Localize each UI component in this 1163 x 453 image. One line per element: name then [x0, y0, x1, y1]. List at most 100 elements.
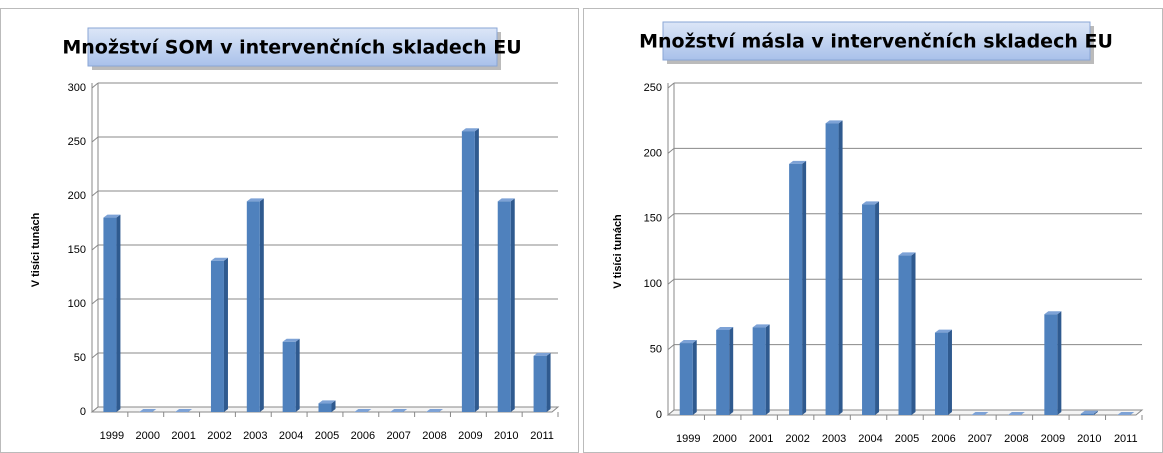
- x-tick-label: 2000: [712, 433, 736, 445]
- bar-side: [1057, 311, 1062, 415]
- x-tick-label: 2000: [136, 430, 160, 442]
- bar: [318, 403, 332, 412]
- y-tick-label: 200: [68, 190, 86, 202]
- grid-line: [91, 82, 99, 89]
- bar-side: [692, 340, 697, 415]
- bar-side: [116, 214, 121, 412]
- bar: [898, 255, 912, 415]
- bar-side: [1093, 410, 1098, 415]
- x-tick-label: 2007: [968, 433, 992, 445]
- bar-side: [838, 120, 843, 415]
- bar-top: [354, 409, 372, 412]
- bar: [246, 201, 260, 412]
- x-tick-label: 2010: [494, 430, 518, 442]
- x-tick-label: 2004: [279, 430, 303, 442]
- y-tick-label: 150: [68, 244, 86, 256]
- bar-side: [474, 128, 479, 412]
- bar-top: [1007, 412, 1025, 415]
- bar-top: [789, 160, 807, 164]
- bar-side: [510, 198, 515, 412]
- bar-top: [679, 340, 697, 344]
- x-tick-label: 2005: [315, 430, 339, 442]
- y-tick-label: 50: [650, 344, 662, 356]
- bar-top: [103, 214, 121, 218]
- grid-line: [91, 298, 99, 305]
- bar-top: [716, 326, 734, 330]
- bar: [825, 123, 839, 415]
- x-tick-label: 2002: [207, 430, 231, 442]
- chart-title: Množství SOM v intervenčních skladech EU: [62, 37, 521, 59]
- bar-top: [971, 412, 989, 415]
- bar-side: [765, 324, 770, 415]
- x-tick-label: 2002: [785, 433, 809, 445]
- bar-side: [259, 198, 264, 412]
- bar-top: [246, 198, 264, 202]
- grid-line: [91, 190, 99, 197]
- x-tick-label: 2005: [895, 433, 919, 445]
- y-tick-label: 100: [68, 298, 86, 310]
- bar-top: [426, 409, 444, 412]
- grid-line: [667, 213, 675, 220]
- x-tick-label: 2003: [243, 430, 267, 442]
- x-tick-label: 2001: [749, 433, 773, 445]
- bar-side: [331, 400, 336, 412]
- x-tick-label: 2008: [1004, 433, 1028, 445]
- grid-line: [667, 148, 675, 154]
- bar-side: [802, 160, 807, 415]
- bar-top: [497, 198, 515, 202]
- bar: [533, 355, 547, 412]
- grid-line: [91, 244, 99, 251]
- y-tick-label: 300: [68, 82, 86, 94]
- x-tick-label: 1999: [100, 430, 124, 442]
- grid-line: [667, 278, 675, 285]
- grid-line: [667, 82, 675, 89]
- bar-top: [390, 409, 408, 412]
- x-tick-label: 2009: [458, 430, 482, 442]
- bar-side: [729, 326, 734, 415]
- y-axis-label: V tisíci tunách: [30, 212, 42, 287]
- bar-top: [1044, 311, 1062, 315]
- x-tick-label: 2006: [351, 430, 375, 442]
- x-tick-label: 2006: [931, 433, 955, 445]
- x-tick-label: 2010: [1077, 433, 1101, 445]
- x-tick-label: 2001: [171, 430, 195, 442]
- grid-line: [91, 136, 99, 143]
- bar-top: [533, 352, 551, 356]
- y-tick-label: 0: [656, 409, 662, 421]
- bar-top: [1080, 410, 1098, 414]
- bar-top: [752, 324, 770, 328]
- y-tick-label: 150: [644, 213, 662, 225]
- chart-title: Množství másla v intervenčních skladech …: [639, 31, 1113, 53]
- bar: [1044, 314, 1058, 415]
- bar-top: [139, 409, 157, 412]
- bar: [282, 341, 296, 412]
- bar: [934, 332, 948, 415]
- bar-side: [223, 257, 228, 412]
- grid-line: [667, 344, 675, 350]
- bar-top: [175, 409, 193, 412]
- y-tick-label: 250: [644, 82, 662, 94]
- y-tick-label: 100: [644, 278, 662, 290]
- title-box: [87, 27, 498, 67]
- bar-top: [461, 128, 479, 132]
- bar-top: [898, 252, 916, 256]
- bar: [679, 343, 693, 415]
- y-tick-label: 0: [80, 406, 86, 418]
- bar: [752, 327, 766, 415]
- bar: [461, 131, 475, 412]
- x-tick-label: 2004: [858, 433, 882, 445]
- x-tick-label: 2007: [386, 430, 410, 442]
- bar-top: [282, 338, 300, 342]
- grid-line: [91, 352, 99, 359]
- bar-side: [911, 252, 916, 415]
- bar-top: [318, 400, 336, 404]
- bar: [716, 329, 730, 415]
- y-tick-label: 50: [74, 352, 86, 364]
- x-tick-label: 2003: [822, 433, 846, 445]
- bar: [210, 260, 224, 412]
- x-tick-label: 2008: [422, 430, 446, 442]
- bar: [1080, 413, 1094, 415]
- bar-top: [862, 201, 880, 205]
- bar: [862, 204, 876, 415]
